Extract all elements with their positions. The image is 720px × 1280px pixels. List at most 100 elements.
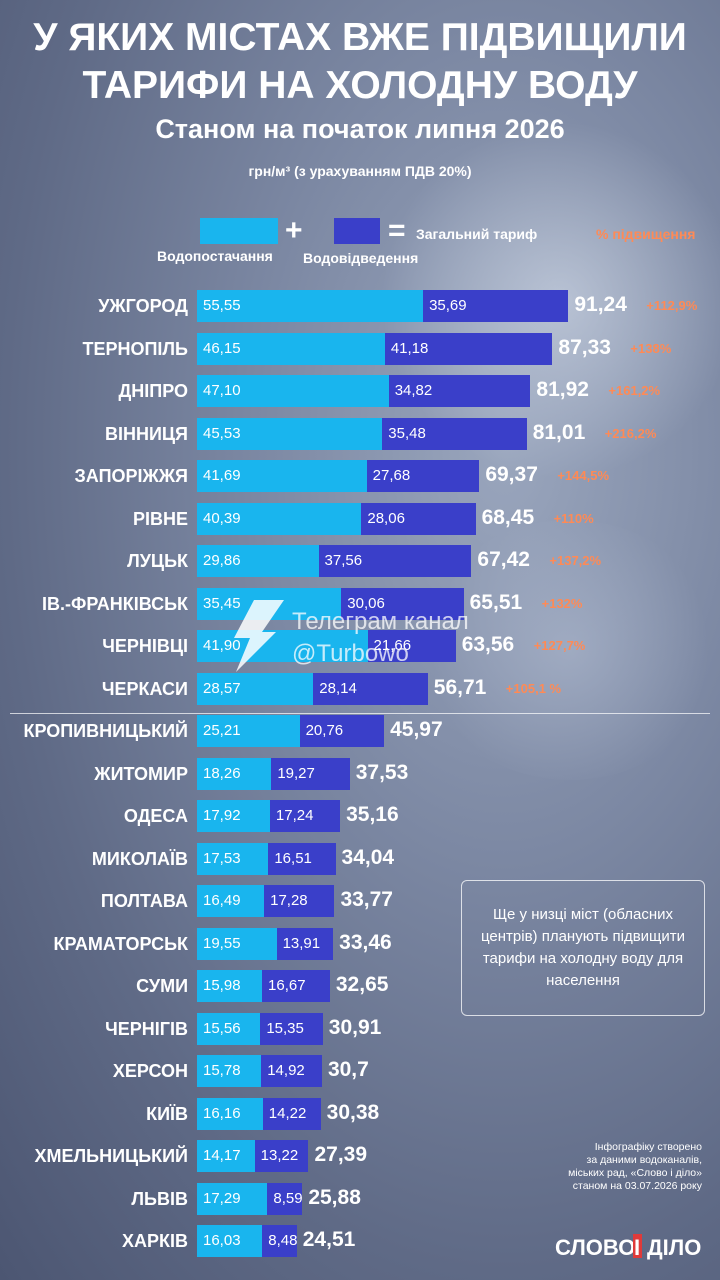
total-value: 56,71 [433,676,487,699]
total-value: 37,53 [355,761,409,784]
total-value: 68,45 [481,506,535,529]
bar-supply: 19,55 [197,928,277,960]
bar-drainage: 27,68 [366,460,480,492]
bar-drainage: 35,69 [423,290,569,322]
bar-drainage: 20,76 [299,715,385,747]
unit-label: грн/м³ (з урахуванням ПДВ 20%) [248,163,472,179]
lightning-logo-icon [234,600,284,672]
bar-drainage: 41,18 [384,333,553,365]
total-value: 81,01 [532,421,586,444]
legend-plus: + [285,214,303,247]
bar-supply: 17,53 [197,843,269,875]
bar-drainage: 17,28 [264,885,335,917]
total-value: 87,33 [558,336,611,359]
increase-percent: +132% [541,596,583,611]
total-value: 27,39 [314,1143,368,1166]
bar-drainage: 13,91 [276,928,334,960]
bar-supply: 29,86 [197,545,319,577]
category-label: КРАМАТОРСЬК [53,934,188,954]
increase-percent: +110% [553,511,594,526]
legend-increase-label: % підвищення [596,226,696,242]
category-label: ЗАПОРІЖЖЯ [74,466,188,486]
credit-line: міських рад, «Слово і діло» [568,1167,702,1179]
category-label: ІВ.-ФРАНКІВСЬК [41,594,188,614]
logo-word: І [634,1235,640,1260]
bar-supply: 14,17 [197,1140,255,1172]
category-label: МИКОЛАЇВ [91,849,188,869]
bar-drainage: 13,22 [254,1140,309,1172]
increase-percent: +144,5% [557,468,610,483]
category-label: ДНІПРО [118,381,188,401]
category-label: ЖИТОМИР [94,764,188,784]
watermark-text: Телеграм канал [292,608,469,635]
group-divider [10,713,710,714]
category-label: ХАРКІВ [122,1231,188,1251]
total-value: 91,24 [574,293,627,316]
bar-drainage: 34,82 [388,375,531,407]
bar-drainage: 14,22 [262,1098,321,1130]
legend-supply-label: Водопостачання [157,248,273,264]
bar-drainage: 16,67 [262,970,330,1002]
bar-supply: 15,56 [197,1013,261,1045]
category-label: ЧЕРНІВЦІ [102,636,188,656]
legend-total-label: Загальний тариф [416,226,538,242]
bar-supply: 17,92 [197,800,270,832]
total-value: 65,51 [469,591,523,614]
bar-supply: 15,78 [197,1055,262,1087]
category-label: ЛЬВІВ [131,1189,188,1209]
bar-supply: 16,03 [197,1225,263,1257]
watermark-handle: @Turbowo [292,640,409,667]
category-label: ПОЛТАВА [100,891,188,911]
credit-text: Інфографіку створено за даними водоканал… [502,1141,702,1193]
bar-supply: 15,98 [197,970,263,1002]
category-label: КИЇВ [146,1104,188,1124]
chart-title-line2: ТАРИФИ НА ХОЛОДНУ ВОДУ [82,64,638,107]
total-value: 34,04 [341,846,395,869]
chart-title-line1: У ЯКИХ МІСТАХ ВЖЕ ПІДВИЩИЛИ [33,16,687,59]
total-value: 35,16 [346,803,399,826]
bar-drainage: 16,51 [268,843,336,875]
total-value: 69,37 [485,463,538,486]
category-label: КРОПИВНИЦЬКИЙ [23,721,188,741]
bar-supply: 18,26 [197,758,272,790]
logo-separator [633,1234,642,1258]
logo-word: СЛОВО [555,1235,635,1260]
bar-drainage: 14,92 [261,1055,322,1087]
bar-supply: 17,29 [197,1183,268,1215]
bar-supply: 41,69 [197,460,367,492]
note-box: Ще у низці міст (обласних центрів) плану… [461,880,705,1016]
bar-drainage: 30,06 [341,588,464,620]
total-value: 33,77 [340,888,393,911]
bar-supply: 46,15 [197,333,385,365]
bar-supply: 40,39 [197,503,362,535]
bar-drainage: 19,27 [271,758,350,790]
bar-supply: 16,16 [197,1098,263,1130]
total-value: 32,65 [335,973,389,996]
credit-line: за даними водоканалів, [586,1154,703,1166]
category-label: ОДЕСА [123,806,188,826]
bar-drainage: 37,56 [318,545,472,577]
increase-percent: +138% [630,341,672,356]
category-label: СУМИ [136,976,188,996]
increase-percent: +216,2% [604,426,657,441]
increase-percent: +127,7% [533,638,586,653]
category-label: ЧЕРНІГІВ [105,1019,188,1039]
category-label: ТЕРНОПІЛЬ [82,339,188,359]
bar-drainage: 17,24 [269,800,341,832]
total-value: 24,51 [302,1228,356,1251]
bar-supply: 28,57 [197,673,314,705]
category-label: ХМЕЛЬНИЦЬКИЙ [34,1146,188,1166]
bar-drainage: 28,14 [313,673,428,705]
category-label: РІВНЕ [132,509,188,529]
category-label: ЧЕРКАСИ [101,679,188,699]
total-value: 25,88 [308,1186,361,1209]
total-value: 30,38 [326,1101,380,1124]
increase-percent: +105,1 % [505,681,562,696]
legend-drainage-label: Водовідведення [303,250,419,266]
bar-drainage: 15,35 [260,1013,323,1045]
legend-equals: = [388,214,406,247]
legend-drainage-swatch [334,218,380,244]
category-label: ЛУЦЬК [127,551,188,571]
credit-line: Інфографіку створено [594,1141,702,1153]
bar-drainage: 8,48 [262,1225,297,1257]
